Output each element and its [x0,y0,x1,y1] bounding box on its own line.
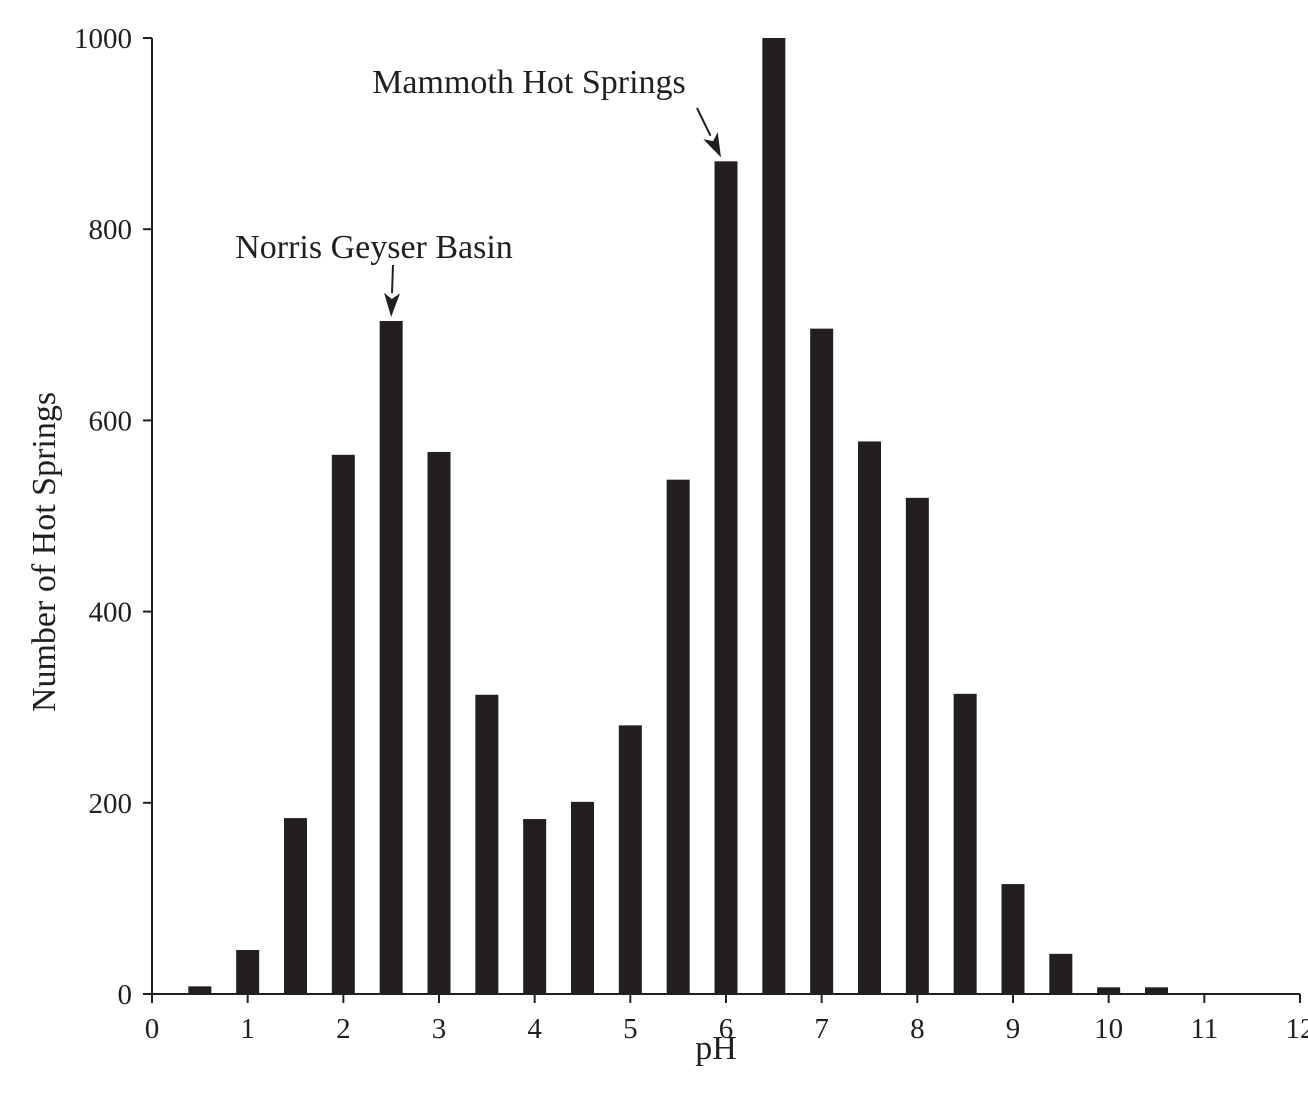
norris-geyser-basin-arrow-head [384,292,401,317]
bar-ph-3-5 [475,694,499,994]
x-tick-label-10: 10 [1094,1013,1123,1045]
bar-ph-2 [331,454,355,994]
y-tick-label-600: 600 [89,405,133,437]
annotations-layer: Norris Geyser Basin Mammoth Hot Springs [235,64,721,317]
y-axis-title: Number of Hot Springs [26,392,63,712]
bars-layer [188,38,1168,995]
bar-ph-7-5 [858,441,881,994]
norris-geyser-basin-arrow-line [391,264,394,294]
bar-ph-6 [714,161,738,994]
bar-ph-8 [905,497,929,994]
x-tick-label-2: 2 [336,1013,351,1045]
bar-ph-4 [523,819,547,994]
x-tick-label-8: 8 [910,1013,925,1045]
bar-ph-10 [1097,987,1121,994]
x-tick-label-3: 3 [432,1013,447,1045]
bar-ph-1 [236,950,260,994]
norris-geyser-basin-label: Norris Geyser Basin [235,229,513,266]
bar-ph-6-5 [762,38,786,994]
y-tick-label-400: 400 [89,597,133,629]
bar-ph-4-5 [571,801,594,994]
bar-ph-0-5 [188,986,212,994]
mammoth-hot-springs-label: Mammoth Hot Springs [372,64,686,101]
mammoth-hot-springs-arrow-head [703,132,721,158]
x-tick-label-0: 0 [145,1013,160,1045]
x-axis-title: pH [695,1030,737,1067]
bar-ph-5 [618,725,642,994]
bar-ph-9 [1001,884,1025,994]
bar-ph-3 [427,451,451,994]
bar-ph-10-5 [1145,987,1168,994]
x-tick-label-6: 6 [719,1013,734,1045]
x-tick-label-1: 1 [240,1013,255,1045]
y-tick-label-200: 200 [89,788,133,820]
bar-ph-1-5 [284,818,307,994]
x-tick-label-5: 5 [623,1013,638,1045]
y-tick-label-800: 800 [89,214,133,246]
y-tick-label-0: 0 [118,979,133,1011]
mammoth-hot-springs-arrow-line [696,107,712,137]
x-tick-label-9: 9 [1006,1013,1021,1045]
bar-ph-2-5 [379,320,403,995]
x-tick-label-11: 11 [1190,1013,1218,1045]
bar-ph-9-5 [1049,953,1073,994]
x-tick-label-12: 12 [1286,1013,1308,1045]
x-tick-label-4: 4 [527,1013,542,1045]
y-tick-label-1000: 1000 [74,23,132,55]
bar-ph-5-5 [666,479,690,994]
bar-ph-8-5 [953,693,977,994]
x-tick-label-7: 7 [814,1013,829,1045]
bar-ph-7 [810,328,834,994]
